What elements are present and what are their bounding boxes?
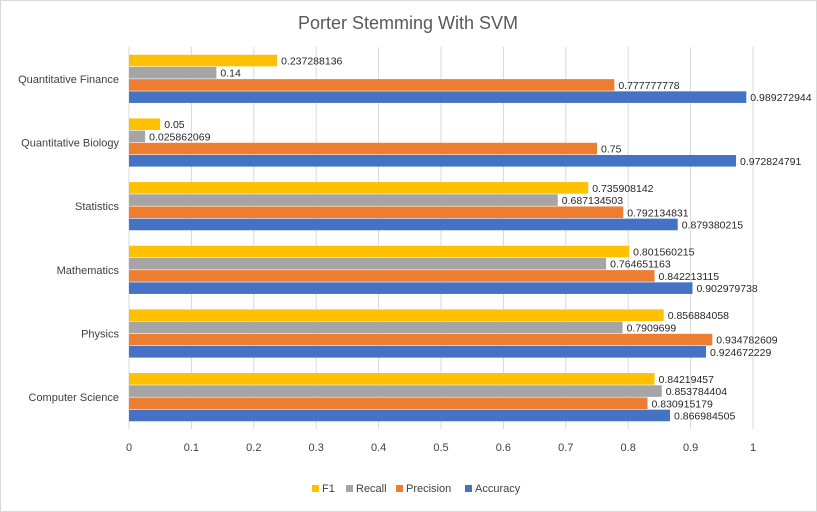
x-tick-label: 0.2 xyxy=(246,442,261,454)
x-tick-label: 0.8 xyxy=(621,442,636,454)
legend-swatch xyxy=(465,485,472,492)
data-label: 0.75 xyxy=(601,144,622,156)
legend-label: F1 xyxy=(322,483,335,495)
bar-recall xyxy=(129,385,662,397)
x-tick-label: 0.9 xyxy=(683,442,698,454)
legend-label: Precision xyxy=(406,483,451,495)
data-label: 0.025862069 xyxy=(149,131,210,143)
category-label: Physics xyxy=(81,329,119,341)
category-label: Statistics xyxy=(75,201,120,213)
category-label: Quantitative Biology xyxy=(21,138,119,150)
x-tick-label: 1 xyxy=(750,442,756,454)
data-label: 0.7909699 xyxy=(627,322,677,334)
data-label: 0.866984505 xyxy=(674,410,735,422)
x-tick-label: 0.5 xyxy=(433,442,448,454)
data-label: 0.853784404 xyxy=(666,386,727,398)
bar-precision xyxy=(129,79,615,91)
data-label: 0.777777778 xyxy=(618,80,679,92)
bar-precision xyxy=(129,142,597,155)
legend-label: Recall xyxy=(356,483,387,495)
data-label: 0.934782609 xyxy=(716,335,777,347)
data-label: 0.879380215 xyxy=(682,219,743,231)
x-tick-label: 0 xyxy=(126,442,132,454)
data-label: 0.735908142 xyxy=(592,183,653,195)
data-label: 0.84219457 xyxy=(659,374,715,386)
data-label: 0.856884058 xyxy=(668,310,729,322)
bar-accuracy xyxy=(129,155,737,167)
category-label: Mathematics xyxy=(57,265,120,277)
bar-f1 xyxy=(129,245,630,258)
bar-precision xyxy=(129,270,655,282)
bar-f1 xyxy=(129,118,161,130)
bars xyxy=(129,54,747,422)
bar-recall xyxy=(129,321,623,334)
bar-f1 xyxy=(129,182,589,194)
bar-accuracy xyxy=(129,409,670,422)
bar-accuracy xyxy=(129,91,747,103)
data-labels: 0.237288136 0.14 0.777777778 0.989272944 0.0… xyxy=(149,56,812,423)
category-label: Quantitative Finance xyxy=(18,74,119,86)
x-tick-label: 0.1 xyxy=(184,442,199,454)
data-label: 0.237288136 xyxy=(281,56,342,68)
legend-swatch xyxy=(346,485,353,492)
bar-accuracy xyxy=(129,282,693,294)
x-tick-label: 0.4 xyxy=(371,442,386,454)
x-tick-label: 0.6 xyxy=(496,442,511,454)
legend-swatch xyxy=(396,485,403,492)
data-label: 0.842213115 xyxy=(659,271,720,283)
data-label: 0.05 xyxy=(164,119,185,131)
bar-recall xyxy=(129,130,146,143)
legend-label: Accuracy xyxy=(475,483,521,495)
bar-precision xyxy=(129,333,713,346)
bar-precision xyxy=(129,397,648,410)
data-label: 0.989272944 xyxy=(750,92,811,104)
x-tick-label: 0.3 xyxy=(309,442,324,454)
x-axis-ticks: 0 0.1 0.2 0.3 0.4 0.5 0.6 0.7 0.8 0.9 1 xyxy=(126,442,756,454)
legend: F1 Recall Precision Accuracy xyxy=(312,483,521,495)
bar-f1 xyxy=(129,373,655,385)
data-label: 0.764651163 xyxy=(610,259,671,271)
data-label: 0.972824791 xyxy=(740,156,801,168)
bar-f1 xyxy=(129,309,664,321)
data-label: 0.902979738 xyxy=(696,283,757,295)
x-tick-label: 0.7 xyxy=(558,442,573,454)
data-label: 0.830915179 xyxy=(651,398,712,410)
chart-title: Porter Stemming With SVM xyxy=(298,13,518,33)
bar-recall xyxy=(129,66,217,79)
category-labels: Quantitative Finance Quantitative Biology… xyxy=(18,74,119,404)
data-label: 0.792134831 xyxy=(627,207,688,219)
bar-recall xyxy=(129,257,607,270)
bar-f1 xyxy=(129,54,278,67)
category-label: Computer Science xyxy=(29,392,120,404)
data-label: 0.687134503 xyxy=(562,195,623,207)
bar-precision xyxy=(129,206,624,219)
data-label: 0.924672229 xyxy=(710,347,771,359)
legend-swatch xyxy=(312,485,319,492)
data-label: 0.14 xyxy=(220,68,241,80)
bar-accuracy xyxy=(129,346,706,358)
data-label: 0.801560215 xyxy=(633,247,694,259)
bar-recall xyxy=(129,194,558,206)
gridlines xyxy=(128,47,754,429)
bar-accuracy xyxy=(129,218,678,231)
